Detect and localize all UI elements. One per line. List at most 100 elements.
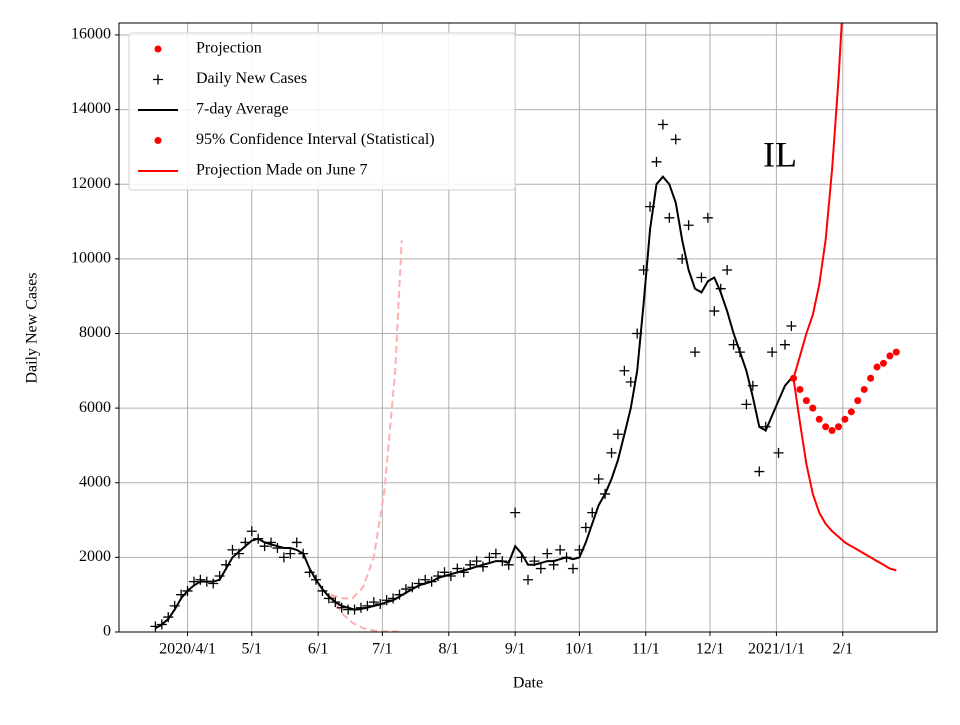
projection-point [828, 426, 836, 434]
case-marker [587, 507, 598, 518]
case-marker [728, 339, 739, 350]
projection-point [867, 374, 875, 382]
y-tick-label: 0 [103, 623, 111, 640]
y-axis-label: Daily New Cases [24, 272, 41, 383]
case-marker [664, 212, 675, 223]
case-marker [253, 533, 264, 544]
legend-marker [154, 137, 162, 144]
case-marker [786, 321, 797, 332]
case-marker [163, 612, 174, 623]
case-marker [304, 567, 315, 578]
case-marker [182, 585, 193, 596]
x-tick-label: 5/1 [242, 641, 262, 658]
case-marker [773, 447, 784, 458]
case-marker [458, 567, 469, 578]
ticks: 0 2000 4000 6000 8000 10000 12000 14000 16000 202… [71, 26, 853, 658]
case-marker [555, 544, 566, 555]
legend-label: 95% Confidence Interval (Statistical) [196, 131, 435, 148]
case-marker [709, 306, 720, 317]
case-marker [445, 571, 456, 582]
x-tick-label: 2021/1/1 [748, 641, 805, 658]
case-marker [336, 602, 347, 613]
case-marker [214, 571, 225, 582]
case-marker [394, 589, 405, 600]
case-marker [702, 212, 713, 223]
case-marker [169, 600, 180, 611]
y-tick-label: 10000 [71, 250, 111, 267]
case-marker [259, 541, 270, 552]
case-marker [734, 347, 745, 358]
projection-point [802, 397, 810, 405]
case-marker [362, 600, 373, 611]
x-tick-label: 7/1 [372, 641, 392, 658]
case-marker [606, 447, 617, 458]
case-marker [548, 559, 559, 570]
y-tick-label: 12000 [71, 175, 111, 192]
y-tick-label: 8000 [79, 324, 111, 341]
axes-frame [118, 22, 938, 633]
case-marker [516, 552, 527, 563]
case-marker [278, 552, 289, 563]
y-tick-label: 14000 [71, 100, 111, 117]
case-marker [176, 589, 187, 600]
case-marker [677, 253, 688, 264]
case-marker [580, 522, 591, 533]
x-tick-label: 6/1 [308, 641, 328, 658]
case-marker [285, 548, 296, 559]
x-tick-label: 8/1 [439, 641, 459, 658]
projection-point [886, 352, 894, 360]
case-marker [388, 593, 399, 604]
case-marker [619, 365, 630, 376]
annotation: IL [763, 134, 797, 174]
y-tick-label: 6000 [79, 399, 111, 416]
case-marker [722, 265, 733, 276]
case-marker [754, 466, 765, 477]
case-marker [413, 578, 424, 589]
case-marker [612, 429, 623, 440]
case-marker [201, 576, 212, 587]
case-marker [600, 488, 611, 499]
case-marker [291, 537, 302, 548]
case-marker [381, 595, 392, 606]
x-tick-label: 11/1 [632, 641, 660, 658]
case-marker [651, 156, 662, 167]
legend-marker [154, 45, 162, 53]
case-marker [561, 552, 572, 563]
y-tick-label: 4000 [79, 473, 111, 490]
case-marker [529, 556, 540, 567]
case-marker [420, 574, 431, 585]
case-marker [747, 380, 758, 391]
projection-point [822, 423, 830, 431]
legend-label: 7-day Average [196, 101, 289, 118]
case-marker [760, 421, 771, 432]
case-marker [156, 619, 167, 630]
x-tick-label: 9/1 [505, 641, 525, 658]
x-tick-label: 12/1 [696, 641, 724, 658]
case-marker [400, 584, 411, 595]
case-marker [625, 376, 636, 387]
case-marker [567, 563, 578, 574]
case-marker [767, 347, 778, 358]
case-marker [638, 265, 649, 276]
x-tick-label: 2/1 [833, 641, 853, 658]
case-marker [593, 474, 604, 485]
case-marker [188, 576, 199, 587]
x-axis-label: Date [513, 675, 543, 692]
projection-point [815, 415, 823, 423]
june-upper [330, 240, 403, 600]
case-marker [452, 563, 463, 574]
case-marker [240, 537, 251, 548]
case-marker [484, 552, 495, 563]
case-marker [696, 272, 707, 283]
projection-point [892, 348, 900, 356]
legend-label: Projection Made on June 7 [196, 162, 368, 179]
case-marker [683, 220, 694, 231]
projection-point [796, 385, 804, 393]
case-marker [375, 599, 386, 610]
case-marker [535, 563, 546, 574]
case-marker [227, 544, 238, 555]
case-marker [246, 526, 257, 537]
case-marker [349, 604, 360, 615]
case-marker [574, 544, 585, 555]
